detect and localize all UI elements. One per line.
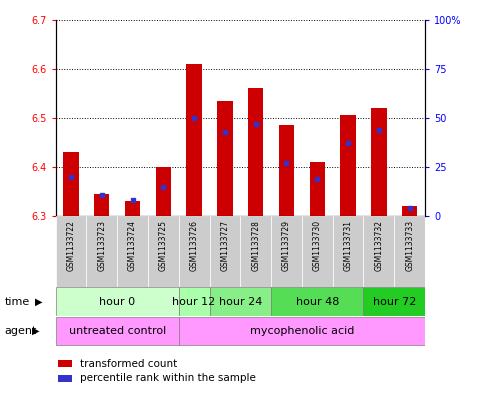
Bar [394,216,425,287]
Bar [86,216,117,287]
Text: GSM1133725: GSM1133725 [159,220,168,271]
Bar [125,201,140,216]
Bar [63,152,79,216]
Text: mycophenolic acid: mycophenolic acid [250,326,354,336]
Text: GSM1133732: GSM1133732 [374,220,384,271]
Bar [56,287,179,316]
Bar [179,317,425,345]
Bar [56,317,179,345]
Text: hour 24: hour 24 [219,297,262,307]
Bar [148,216,179,287]
Text: hour 48: hour 48 [296,297,339,307]
Text: hour 0: hour 0 [99,297,135,307]
Bar [333,216,364,287]
Text: GSM1133722: GSM1133722 [67,220,75,270]
Text: ▶: ▶ [35,297,43,307]
Bar [279,125,294,216]
Bar [364,216,394,287]
Bar [217,101,233,216]
Text: time: time [5,297,30,307]
Bar [179,216,210,287]
Bar [117,216,148,287]
Bar [240,216,271,287]
Text: ▶: ▶ [32,326,40,336]
Text: GSM1133729: GSM1133729 [282,220,291,271]
Bar [271,287,364,316]
Bar [364,287,425,316]
Bar [302,216,333,287]
Bar [179,287,210,316]
Text: GSM1133728: GSM1133728 [251,220,260,270]
Text: agent: agent [5,326,37,336]
Bar [56,216,86,287]
Text: transformed count: transformed count [80,359,177,369]
Text: GSM1133733: GSM1133733 [405,220,414,271]
Bar [58,375,72,382]
Text: GSM1133731: GSM1133731 [343,220,353,271]
Text: untreated control: untreated control [69,326,166,336]
Text: percentile rank within the sample: percentile rank within the sample [80,373,256,384]
Bar [402,206,417,216]
Bar [156,167,171,216]
Bar [58,360,72,367]
Bar [371,108,386,216]
Text: hour 72: hour 72 [372,297,416,307]
Bar [248,88,263,216]
Text: GSM1133723: GSM1133723 [97,220,106,271]
Bar [271,216,302,287]
Bar [186,64,202,216]
Text: GSM1133730: GSM1133730 [313,220,322,271]
Bar [210,216,240,287]
Text: GSM1133727: GSM1133727 [220,220,229,271]
Text: GSM1133724: GSM1133724 [128,220,137,271]
Text: GSM1133726: GSM1133726 [190,220,199,271]
Text: hour 12: hour 12 [172,297,216,307]
Bar [210,287,271,316]
Bar [310,162,325,216]
Bar [341,116,356,216]
Bar [94,194,110,216]
